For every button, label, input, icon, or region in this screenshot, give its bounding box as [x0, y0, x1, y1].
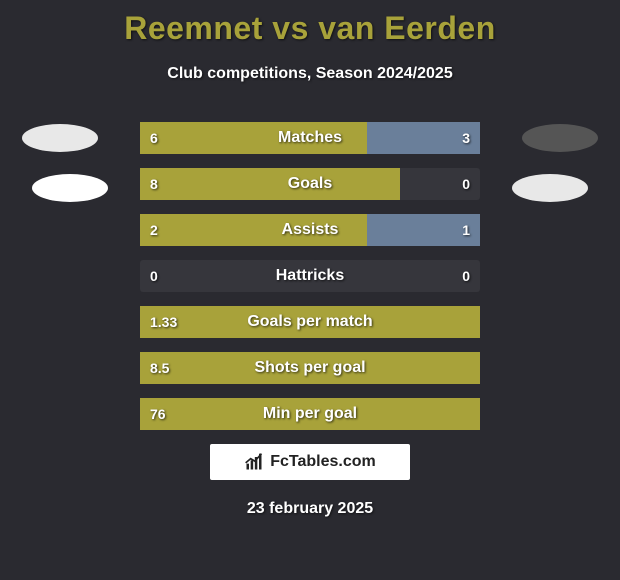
date-line: 23 february 2025 [0, 500, 620, 518]
team-badge-right-1 [522, 124, 598, 152]
stat-row: 80Goals [140, 168, 480, 200]
value-left: 8 [150, 168, 158, 200]
stat-row: 76Min per goal [140, 398, 480, 430]
watermark-text: FcTables.com [270, 453, 376, 471]
team-badge-right-2 [512, 174, 588, 202]
page-title: Reemnet vs van Eerden [0, 0, 620, 47]
value-left: 6 [150, 122, 158, 154]
stat-row: 63Matches [140, 122, 480, 154]
row-label: Hattricks [140, 260, 480, 292]
fill-left [140, 122, 367, 154]
stat-row: 0 0Hattricks [140, 260, 480, 292]
value-left: 8.5 [150, 352, 169, 384]
team-badge-left-1 [22, 124, 98, 152]
stat-row: 8.5Shots per goal [140, 352, 480, 384]
fill-left [140, 306, 480, 338]
fill-left [140, 398, 480, 430]
value-right: 3 [462, 122, 470, 154]
fill-left [140, 168, 400, 200]
fill-left [140, 214, 367, 246]
value-right: 0 [462, 168, 470, 200]
team-badge-left-2 [32, 174, 108, 202]
value-left: 76 [150, 398, 166, 430]
value-right: 1 [462, 214, 470, 246]
value-left: 1.33 [150, 306, 177, 338]
value-left: 2 [150, 214, 158, 246]
chart-icon [244, 452, 264, 472]
stat-row: 21Assists [140, 214, 480, 246]
value-left: 0 [150, 260, 158, 292]
fill-left [140, 352, 480, 384]
value-right: 0 [462, 260, 470, 292]
subtitle: Club competitions, Season 2024/2025 [0, 65, 620, 83]
watermark: FcTables.com [210, 444, 410, 480]
stat-rows: 63Matches80Goals21Assists00Hattricks1.33… [140, 122, 480, 444]
stat-row: 1.33Goals per match [140, 306, 480, 338]
